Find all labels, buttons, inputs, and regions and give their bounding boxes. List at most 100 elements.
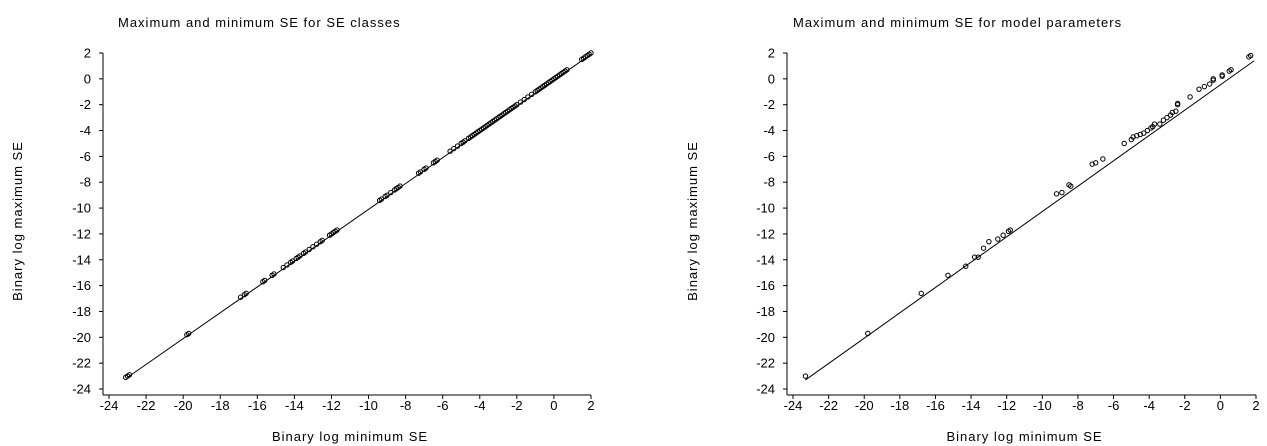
chart1-title: Maximum and minimum SE for SE classes: [118, 15, 401, 30]
chart1-x-tick-label: -22: [137, 398, 156, 413]
chart2-axes: 20-2-4-6-8-10-12-14-16-18-20-22-24-24 -22…: [756, 46, 1259, 414]
chart2-data-point: [1196, 86, 1202, 92]
chart2-data-point: [918, 290, 924, 297]
chart2-data-point: [1201, 83, 1208, 90]
chart2-data-point: [1000, 232, 1006, 238]
chart1-data-point: [310, 244, 316, 250]
chart1-x-tick-label: -18: [211, 398, 230, 413]
chart2-data-point: [1007, 227, 1013, 233]
chart1-x-tick-label: -8: [400, 398, 412, 413]
chart2-x-tick-label: -22: [819, 398, 838, 413]
chart2-y-tick-label: 0: [768, 71, 775, 86]
chart2-y-axis-label: Binary log maximum SE: [685, 141, 700, 301]
chart2-data-point: [865, 330, 871, 337]
chart1-y-tick-label: 0: [84, 71, 91, 86]
chart2-x-tick-label: -2: [1179, 398, 1191, 413]
chart1-data-point: [397, 183, 403, 189]
chart1-data-point: [388, 189, 394, 196]
chart2-y-tick-label: -4: [763, 123, 775, 138]
chart2-data-point: [995, 236, 1001, 242]
chart2-data-point: [1100, 156, 1106, 162]
chart1-data-point: [514, 101, 520, 108]
chart1-x-tick-label: -24: [100, 398, 119, 413]
chart1-x-tick-label: -14: [285, 398, 304, 413]
chart2-x-tick-label: -4: [1143, 398, 1155, 413]
chart2-y-tick-label: -14: [756, 252, 775, 267]
chart1-y-tick-label: -2: [79, 97, 91, 112]
chart1-data-point: [528, 91, 535, 98]
chart1-y-tick-label: -6: [79, 149, 91, 164]
chart2-title: Maximum and minimum SE for model paramet…: [793, 15, 1122, 30]
chart1-data-point: [243, 290, 249, 297]
chart2-y-tick-label: 2: [768, 46, 775, 61]
chart1-y-tick-label: 2: [84, 46, 91, 61]
chart1-y-tick-label: -10: [72, 201, 91, 216]
chart1-x-tick-label: -6: [437, 398, 449, 413]
chart2-data-point: [1219, 72, 1225, 78]
chart2-data-point: [980, 245, 987, 251]
chart2-y-tick-label: -24: [756, 382, 775, 397]
chart2-x-axis-label: Binary log minimum SE: [946, 429, 1102, 444]
chart2-x-tick-label: -24: [784, 398, 803, 413]
chart2-y-tick-label: -20: [756, 330, 775, 345]
chart1-y-tick-label: -14: [72, 252, 91, 267]
chart1-points: [122, 50, 594, 381]
chart1-data-point: [588, 50, 594, 56]
chart1-data-point: [525, 94, 531, 100]
chart2-x-tick-label: -14: [962, 398, 981, 413]
chart2-data-point: [1144, 127, 1151, 134]
chart2-data-point: [1210, 76, 1216, 82]
chart2-data-point: [802, 373, 809, 379]
chart1-data-point: [271, 271, 277, 277]
chart2-y-tick-label: -6: [763, 149, 775, 164]
chart1-data-point: [462, 138, 468, 144]
chart1-data-point: [564, 67, 570, 73]
chart1-data-point: [434, 157, 440, 163]
chart2-data-point: [1228, 67, 1234, 73]
chart2-y-tick-label: -16: [756, 278, 775, 293]
chart2-data-point: [986, 238, 992, 245]
chart1-y-tick-label: -18: [72, 304, 91, 319]
chart2-x-tick-label: -16: [926, 398, 945, 413]
chart1-y-tick-label: -20: [72, 330, 91, 345]
chart1-x-tick-label: -2: [511, 398, 523, 413]
chart2-x-tick-label: -10: [1033, 398, 1052, 413]
chart1-data-point: [284, 262, 290, 268]
chart1-axes: 20-2-4-6-8-10-12-14-16-18-20-22-24-24 -22…: [72, 46, 594, 414]
chart2-data-point: [1151, 121, 1158, 127]
chart2-y-tick-label: -8: [763, 175, 775, 190]
chart1-x-tick-label: -12: [322, 398, 341, 413]
chart1-data-point: [262, 277, 268, 284]
chart2-x-tick-label: 2: [1252, 398, 1259, 413]
chart1-data-point: [319, 237, 325, 244]
chart1-data-point: [454, 143, 461, 149]
chart1-data-point: [126, 372, 133, 378]
chart2-data-point: [963, 263, 969, 269]
chart2-x-tick-label: -8: [1072, 398, 1084, 413]
chart2-data-point: [1174, 100, 1181, 107]
chart2-x-tick-label: 0: [1217, 398, 1224, 413]
chart2-data-point: [1121, 140, 1127, 147]
chart1-data-point: [384, 192, 390, 198]
chart1-data-point: [447, 148, 453, 154]
chart1-data-point: [289, 258, 296, 264]
chart2-y-tick-label: -22: [756, 356, 775, 371]
chart2-fit-line: [805, 60, 1255, 381]
chart1-data-point: [517, 99, 524, 105]
chart1-y-tick-label: -12: [72, 226, 91, 241]
chart1-data-point: [451, 145, 457, 152]
chart1-data-point: [237, 294, 244, 300]
chart1-x-tick-label: -4: [474, 398, 486, 413]
chart2-data-point: [1164, 114, 1170, 121]
chart1-data-point: [417, 169, 424, 175]
chart1-y-axis-label: Binary log maximum SE: [10, 141, 25, 301]
chart2-data-point: [1157, 121, 1163, 127]
chart1-data-point: [334, 227, 340, 233]
chart1-data-point: [186, 330, 192, 337]
chart2-x-tick-label: -6: [1108, 398, 1120, 413]
chart1-y-tick-label: -24: [72, 382, 91, 397]
chart2-x-tick-label: -18: [890, 398, 909, 413]
chart2-data-point: [1187, 94, 1193, 100]
chart1-x-tick-label: -20: [174, 398, 193, 413]
